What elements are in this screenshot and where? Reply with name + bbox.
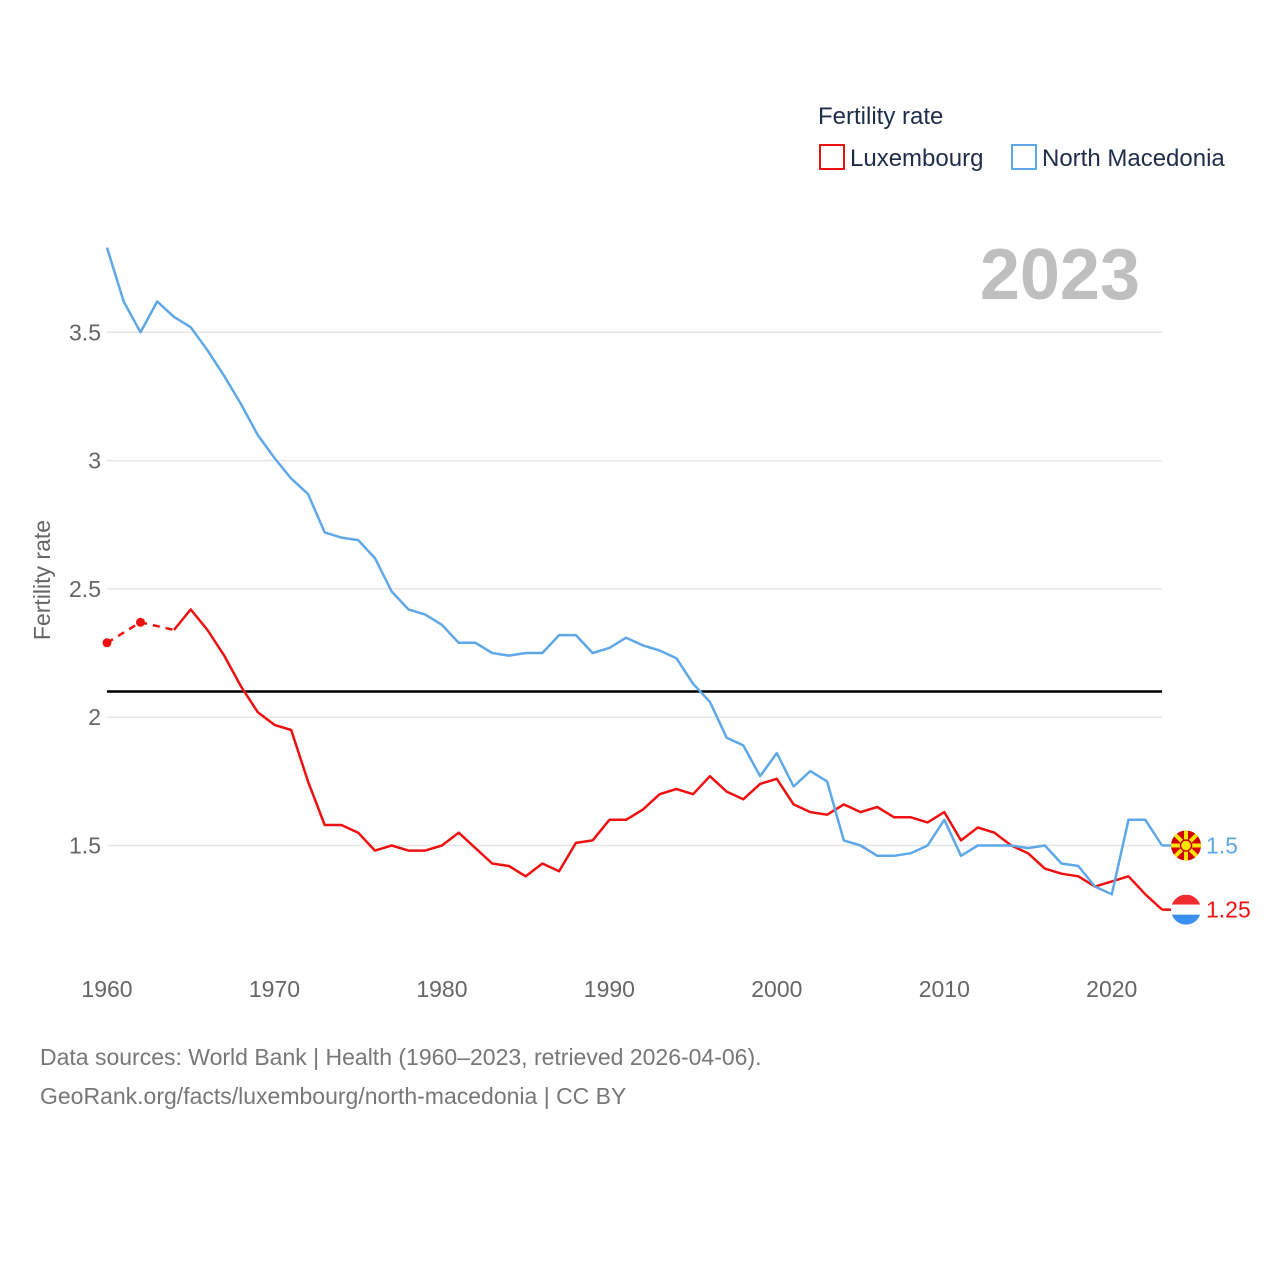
y-axis-label: Fertility rate — [29, 520, 55, 640]
y-tick-label: 2.5 — [69, 576, 101, 602]
end-markers: 1.25 1.5 — [1162, 830, 1251, 925]
legend-item-north-macedonia[interactable]: North Macedonia — [1011, 144, 1225, 172]
series-line-north-macedonia — [105, 247, 1164, 896]
x-tick-label: 2010 — [919, 976, 970, 1002]
legend-title: Fertility rate — [818, 103, 943, 130]
x-tick-label: 1980 — [416, 976, 467, 1002]
y-tick-label: 1.5 — [69, 833, 101, 859]
x-tick-label: 2020 — [1086, 976, 1137, 1002]
estimated-point-luxembourg — [135, 617, 145, 627]
x-tick-label: 1970 — [249, 976, 300, 1002]
estimated-point-luxembourg — [102, 638, 112, 648]
legend-item-luxembourg[interactable]: Luxembourg — [819, 144, 983, 172]
x-tick-label: 1960 — [81, 976, 132, 1002]
year-watermark: 2023 — [980, 235, 1140, 315]
x-tick-label: 2000 — [751, 976, 802, 1002]
series-line-luxembourg — [173, 608, 1163, 911]
x-tick-label: 1990 — [584, 976, 635, 1002]
legend-label-luxembourg: Luxembourg — [850, 145, 983, 172]
x-axis-ticks: 1960 1970 1980 1990 2000 2010 2020 — [81, 976, 1137, 1002]
source-line-1: Data sources: World Bank | Health (1960–… — [40, 1044, 762, 1070]
gridlines — [107, 331, 1162, 847]
flag-luxembourg-icon — [1171, 894, 1201, 925]
legend-swatch-luxembourg — [819, 144, 845, 170]
y-tick-label: 3.5 — [69, 319, 101, 345]
source-line-2[interactable]: GeoRank.org/facts/luxembourg/north-maced… — [40, 1083, 627, 1109]
y-axis-ticks: 1.5 2 2.5 3 3.5 — [69, 319, 101, 858]
y-tick-label: 3 — [88, 448, 101, 474]
y-tick-label: 2 — [88, 704, 101, 730]
legend-label-north-macedonia: North Macedonia — [1042, 145, 1225, 172]
end-value-luxembourg: 1.25 — [1206, 897, 1251, 923]
end-value-north-macedonia: 1.5 — [1206, 833, 1238, 859]
series-lines — [102, 247, 1164, 911]
legend-swatch-north-macedonia — [1011, 144, 1037, 170]
